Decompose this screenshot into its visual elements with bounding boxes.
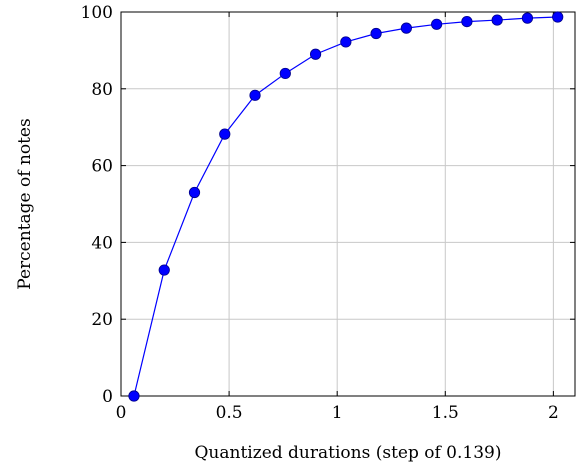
data-point	[279, 67, 291, 80]
data-point	[491, 14, 503, 26]
data-point	[128, 390, 140, 402]
y-tick-label: 0	[102, 387, 113, 407]
data-point	[461, 16, 473, 28]
x-tick-label: 2	[548, 403, 559, 423]
x-axis-title: Quantized durations (step of 0.139)	[195, 443, 502, 463]
data-point	[188, 186, 201, 199]
x-tick-label: 1.5	[432, 403, 459, 423]
grid	[120, 11, 575, 397]
x-tick-label: 0.5	[216, 403, 243, 423]
x-tick-labels: 0 0.5 1 1.5 2	[116, 403, 559, 423]
y-tick-label: 80	[91, 80, 113, 100]
tick-marks	[120, 11, 575, 397]
data-point	[309, 48, 322, 60]
y-tick-label: 100	[81, 3, 113, 23]
y-axis-title: Percentage of notes	[15, 118, 35, 289]
x-tick-label: 1	[332, 403, 343, 423]
data-point	[521, 12, 534, 24]
data-point	[400, 22, 412, 34]
data-point	[431, 18, 443, 30]
y-tick-labels: 0 20 40 60 80 100	[81, 3, 113, 407]
data-point	[219, 128, 231, 140]
y-tick-label: 60	[91, 157, 113, 177]
y-tick-label: 20	[91, 310, 113, 330]
data-point	[249, 89, 261, 101]
plot-frame	[120, 11, 576, 397]
series	[128, 11, 564, 402]
x-tick-label: 0	[116, 403, 127, 423]
data-point	[370, 27, 382, 40]
data-point	[552, 11, 564, 23]
data-point	[340, 36, 352, 48]
series-line	[133, 16, 558, 397]
data-point	[158, 264, 170, 276]
y-tick-label: 40	[91, 233, 113, 253]
